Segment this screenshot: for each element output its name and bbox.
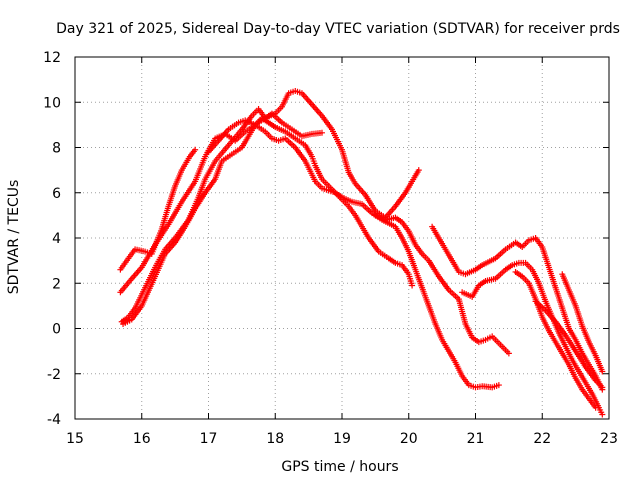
x-tick-labels: 15 16 17 18 19 20 21 22 23 <box>66 431 618 447</box>
y-axis-title: SDTVAR / TECUs <box>6 180 22 295</box>
chart-title: Day 321 of 2025, Sidereal Day-to-day VTE… <box>56 21 620 37</box>
data-point <box>318 129 325 136</box>
x-tick-label: 16 <box>133 431 151 447</box>
y-tick-labels: -4 -2 0 2 4 6 8 10 12 <box>43 50 61 428</box>
data-point <box>495 382 502 389</box>
y-tick-label: 2 <box>52 276 61 292</box>
data-point <box>415 167 422 174</box>
data-point <box>599 411 606 418</box>
data-point <box>592 404 599 411</box>
y-tick-label: 10 <box>43 95 61 111</box>
data-point <box>599 368 606 375</box>
series-track-e <box>205 117 416 289</box>
axis-ticks <box>74 56 610 420</box>
series-track-k <box>532 298 606 391</box>
y-tick-label: -4 <box>47 412 61 428</box>
y-tick-label: 6 <box>52 186 61 202</box>
series-track-d <box>120 115 502 391</box>
y-tick-label: 0 <box>52 322 61 338</box>
x-tick-label: 22 <box>533 431 551 447</box>
data-point <box>505 350 512 357</box>
series-track-a <box>117 146 199 273</box>
y-tick-label: 12 <box>43 50 61 66</box>
y-tick-label: -2 <box>47 367 61 383</box>
data-points <box>117 87 606 418</box>
x-tick-label: 18 <box>266 431 284 447</box>
x-tick-label: 19 <box>333 431 351 447</box>
x-tick-label: 15 <box>66 431 84 447</box>
x-tick-label: 21 <box>467 431 485 447</box>
series-track-g <box>429 223 606 393</box>
grid <box>75 57 609 419</box>
series-track-f <box>372 212 512 357</box>
y-tick-label: 8 <box>52 141 61 157</box>
data-point <box>409 282 416 289</box>
x-tick-label: 20 <box>400 431 418 447</box>
series-track-j <box>559 271 606 375</box>
data-point <box>599 384 606 391</box>
data-point <box>192 146 199 153</box>
x-tick-label: 17 <box>200 431 218 447</box>
y-tick-label: 4 <box>52 231 61 247</box>
x-tick-label: 23 <box>600 431 618 447</box>
x-axis-title: GPS time / hours <box>281 459 398 475</box>
